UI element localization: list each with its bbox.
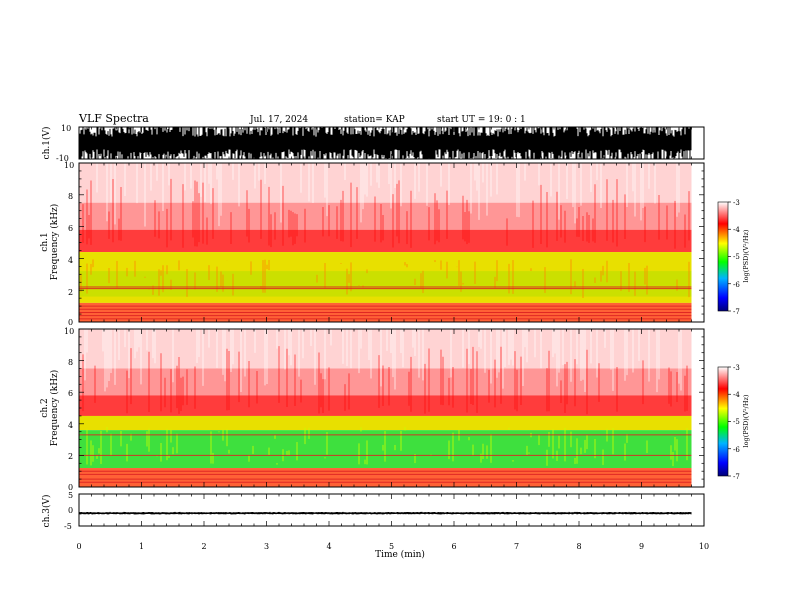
time-tick-label: 0 [76, 542, 81, 551]
ch1-ytick: 6 [68, 224, 73, 233]
time-tick-label: 4 [326, 542, 331, 551]
ch1-ytick: 10 [64, 161, 74, 170]
ch1-colorbar-tick: -7 [733, 308, 740, 316]
ch2-spectrogram-ylabel-channel: ch.2 [40, 398, 50, 417]
ch1-ytick-bottom: -10 [56, 154, 69, 163]
time-tick-label: 7 [514, 542, 519, 551]
ch1-spectrogram-ylabel-channel: ch.1 [40, 232, 50, 251]
ch3-waveform-panel: 5 0 -5 ch.3(V) 0 1 2 3 4 5 6 7 8 9 10 Time (min) [41, 491, 709, 560]
ch2-colorbar-ticks [728, 366, 731, 477]
ch2-ytick: 10 [64, 327, 74, 336]
ch2-colorbar-tick: -6 [733, 446, 740, 454]
ch3-ytick-mid: 0 [68, 506, 73, 515]
ch3-ytick-top: 5 [68, 491, 73, 500]
ch1-spectrogram-panel: 0 2 4 6 8 10 ch.1 Frequency (kHz) [40, 161, 705, 327]
ch1-ytick: 0 [68, 318, 73, 327]
date-label: Jul. 17, 2024 [249, 115, 308, 125]
ch2-frequency-tick-labels: 0 2 4 6 8 10 [64, 327, 74, 492]
ch2-colorbar-tick: -5 [733, 418, 740, 426]
time-tick-label: 10 [699, 542, 709, 551]
time-tick-label: 9 [639, 542, 644, 551]
ch1-spectrogram-ylabel-frequency: Frequency (kHz) [49, 204, 60, 281]
ch1-waveform-panel: 10 -10 ch.1(V) [41, 124, 705, 163]
ch1-spectrogram-ticks [78, 162, 705, 323]
ch1-waveform-ticks [78, 127, 705, 159]
ch2-ytick: 2 [68, 452, 73, 461]
time-tick-label: 6 [451, 542, 456, 551]
ch1-colorbar-tick: -3 [733, 199, 740, 207]
ch3-waveform-ylabel: ch.3(V) [41, 495, 52, 528]
spectrogram-band-haze [79, 329, 692, 369]
time-tick-label: 8 [576, 542, 581, 551]
ch2-colorbar-gradient [717, 366, 729, 477]
ch2-colorbar-tick: -7 [733, 473, 740, 481]
ch2-colorbar-label: log(PSD)(V²/Hz) [742, 394, 750, 447]
ch1-waveform-ylabel: ch.1(V) [41, 127, 52, 160]
ch2-colorbar-tick: -4 [733, 391, 740, 399]
ch2-ytick: 6 [68, 389, 73, 398]
ch1-colorbar-gradient [717, 201, 729, 312]
ch1-colorbar: -3 -4 -5 -6 -7 log(PSD)(V²/Hz) [717, 199, 750, 316]
ch3-waveform-ticks [78, 494, 705, 526]
start-time-label: start UT = 19: 0 : 1 [437, 115, 526, 125]
ch1-ytick: 4 [68, 256, 73, 265]
ch1-ytick-top: 10 [61, 124, 71, 133]
figure-title: VLF Spectra [78, 112, 149, 125]
ch3-waveform-trace [79, 511, 692, 515]
ch1-ytick: 2 [68, 288, 73, 297]
time-axis-label: Time (min) [375, 549, 425, 560]
ch2-colorbar: -3 -4 -5 -6 -7 log(PSD)(V²/Hz) [717, 364, 750, 481]
ch2-ytick: 8 [68, 358, 73, 367]
station-label: station= KAP [344, 115, 405, 125]
time-axis-tick-labels: 0 1 2 3 4 5 6 7 8 9 10 [76, 542, 709, 551]
time-tick-label: 2 [201, 542, 206, 551]
ch2-ytick: 4 [68, 421, 73, 430]
ch3-ytick-bottom: -5 [64, 522, 72, 531]
ch1-colorbar-ticks [728, 201, 731, 312]
time-tick-label: 5 [389, 542, 394, 551]
spectrogram-band-green [79, 271, 692, 297]
ch1-ytick: 8 [68, 192, 73, 201]
time-tick-label: 1 [139, 542, 144, 551]
ch1-colorbar-label: log(PSD)(V²/Hz) [742, 229, 750, 282]
spectrogram-band-red [79, 229, 692, 253]
ch2-ytick: 0 [68, 483, 73, 492]
spectrogram-band-red [79, 395, 692, 418]
ch1-colorbar-tick: -4 [733, 226, 740, 234]
ch2-spectrogram-panel: 0 2 4 6 8 10 ch.2 Frequency (kHz) [40, 327, 705, 492]
ch1-colorbar-tick: -5 [733, 253, 740, 261]
ch1-spectrogram-image [79, 163, 692, 322]
ch1-frequency-tick-labels: 0 2 4 6 8 10 [64, 161, 74, 327]
ch2-spectrogram-ticks [78, 328, 705, 488]
ch1-colorbar-tick: -6 [733, 281, 740, 289]
spectrogram-band-yellow [79, 415, 692, 431]
spectrogram-band-haze [79, 163, 692, 203]
ch2-spectrogram-ylabel-frequency: Frequency (kHz) [49, 370, 60, 447]
ch1-waveform-trace [79, 127, 692, 159]
ch2-spectrogram-image [78, 329, 692, 487]
ch2-colorbar-tick: -3 [733, 364, 740, 372]
time-tick-label: 3 [264, 542, 269, 551]
